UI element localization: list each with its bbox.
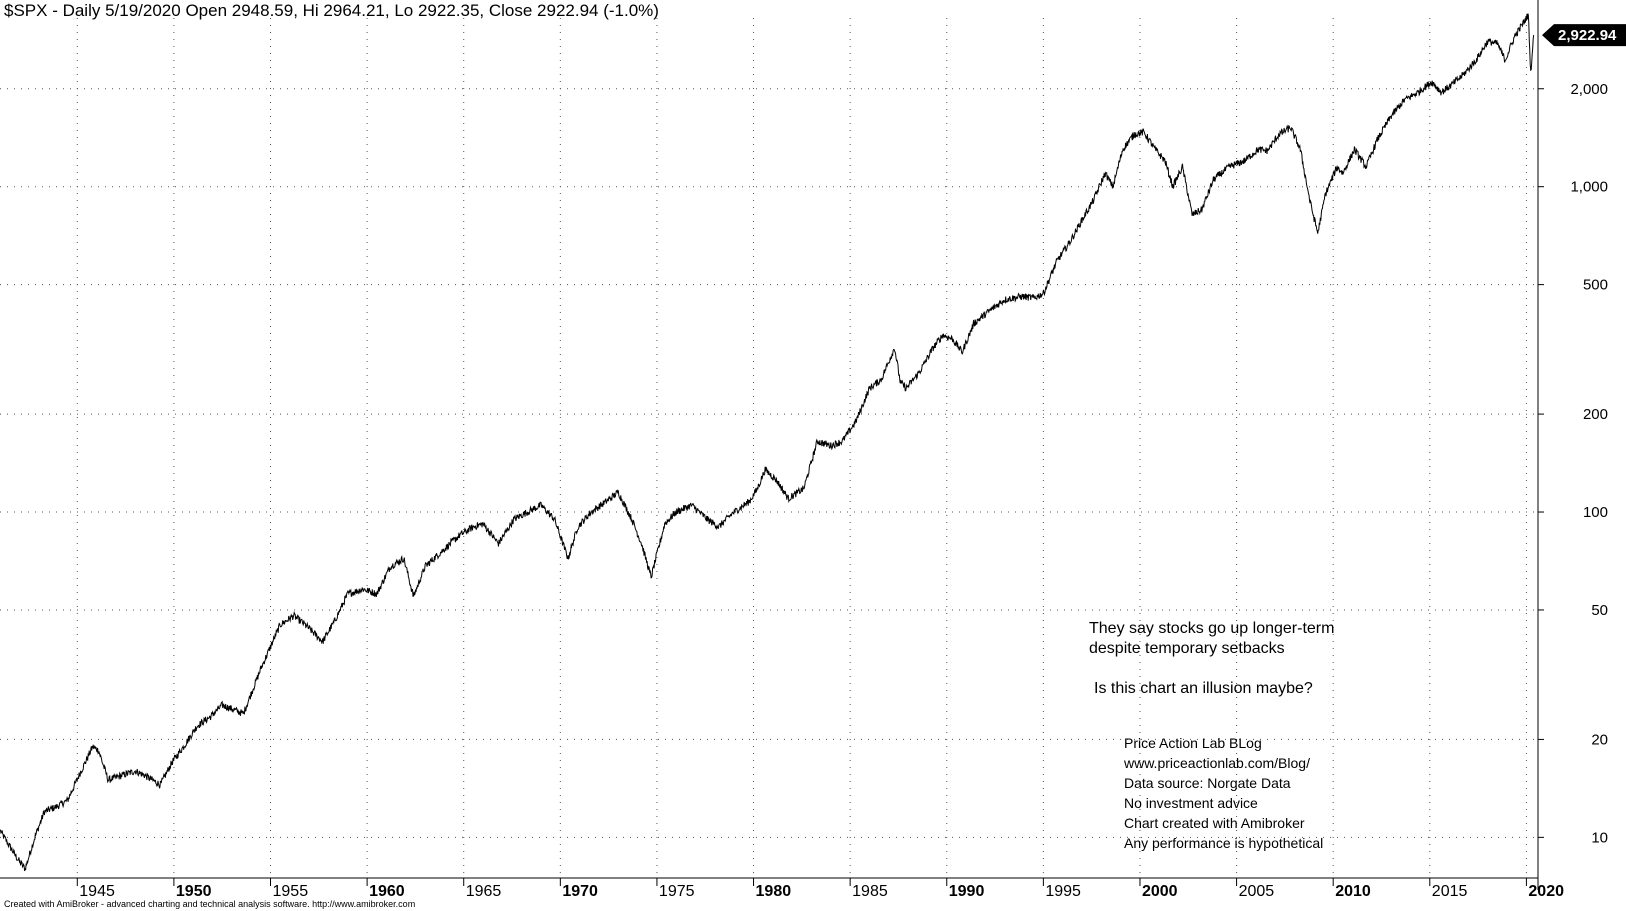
y-tick-label: 500 (1583, 277, 1608, 294)
axes (0, 0, 1544, 890)
footer-credit: Created with AmiBroker - advanced charti… (4, 899, 416, 909)
x-tick-label-decade: 1950 (176, 883, 212, 900)
y-tick-label: 100 (1583, 504, 1608, 521)
annotation-line-2: despite temporary setbacks (1089, 640, 1285, 657)
last-price-badge (1542, 24, 1626, 47)
x-tick-label: 1985 (852, 883, 888, 900)
x-tick-label: 1975 (659, 883, 695, 900)
last-price-label: 2,922.94 (1542, 24, 1626, 47)
y-tick-label: 1,000 (1570, 179, 1608, 196)
price-series-line (0, 13, 1535, 872)
x-tick-label: 2015 (1432, 883, 1468, 900)
chart-title: $SPX - Daily 5/19/2020 Open 2948.59, Hi … (4, 1, 659, 20)
tick-labels: 10 20 50 100 200 500 1,000 2,000 1945 1950 1955 196… (79, 81, 1608, 900)
y-tick-label: 200 (1583, 406, 1608, 423)
annotation-line-1: They say stocks go up longer-term (1089, 620, 1335, 637)
grid-lines (0, 18, 1538, 878)
x-tick-label-decade: 1960 (369, 883, 405, 900)
info-line-hypothetical: Any performance is hypothetical (1124, 835, 1324, 851)
x-tick-label: 1995 (1045, 883, 1081, 900)
y-tick-label: 2,000 (1570, 81, 1608, 98)
info-line-url: www.priceactionlab.com/Blog/ (1124, 755, 1310, 771)
info-line-source: Data source: Norgate Data (1124, 775, 1291, 791)
x-tick-label-decade: 2000 (1142, 883, 1178, 900)
info-line-blog: Price Action Lab BLog (1124, 735, 1262, 751)
annotation-line-3: Is this chart an illusion maybe? (1094, 680, 1313, 697)
y-tick-label: 50 (1591, 602, 1608, 619)
x-tick-label-decade: 2010 (1335, 883, 1371, 900)
x-tick-label: 1965 (466, 883, 502, 900)
x-tick-label-decade: 2020 (1528, 883, 1564, 900)
x-tick-label-decade: 1970 (562, 883, 598, 900)
x-tick-label: 1945 (79, 883, 115, 900)
info-line-software: Chart created with Amibroker (1124, 815, 1305, 831)
info-block: Price Action Lab BLog www.priceactionlab… (1124, 733, 1323, 853)
x-tick-label-decade: 1990 (949, 883, 985, 900)
x-tick-label: 1955 (273, 883, 309, 900)
x-tick-label: 2005 (1239, 883, 1275, 900)
y-tick-label: 10 (1591, 829, 1608, 846)
y-tick-label: 20 (1591, 731, 1608, 748)
last-price-value: 2,922.94 (1558, 27, 1617, 44)
info-line-advice: No investment advice (1124, 795, 1258, 811)
x-tick-label-decade: 1980 (756, 883, 792, 900)
